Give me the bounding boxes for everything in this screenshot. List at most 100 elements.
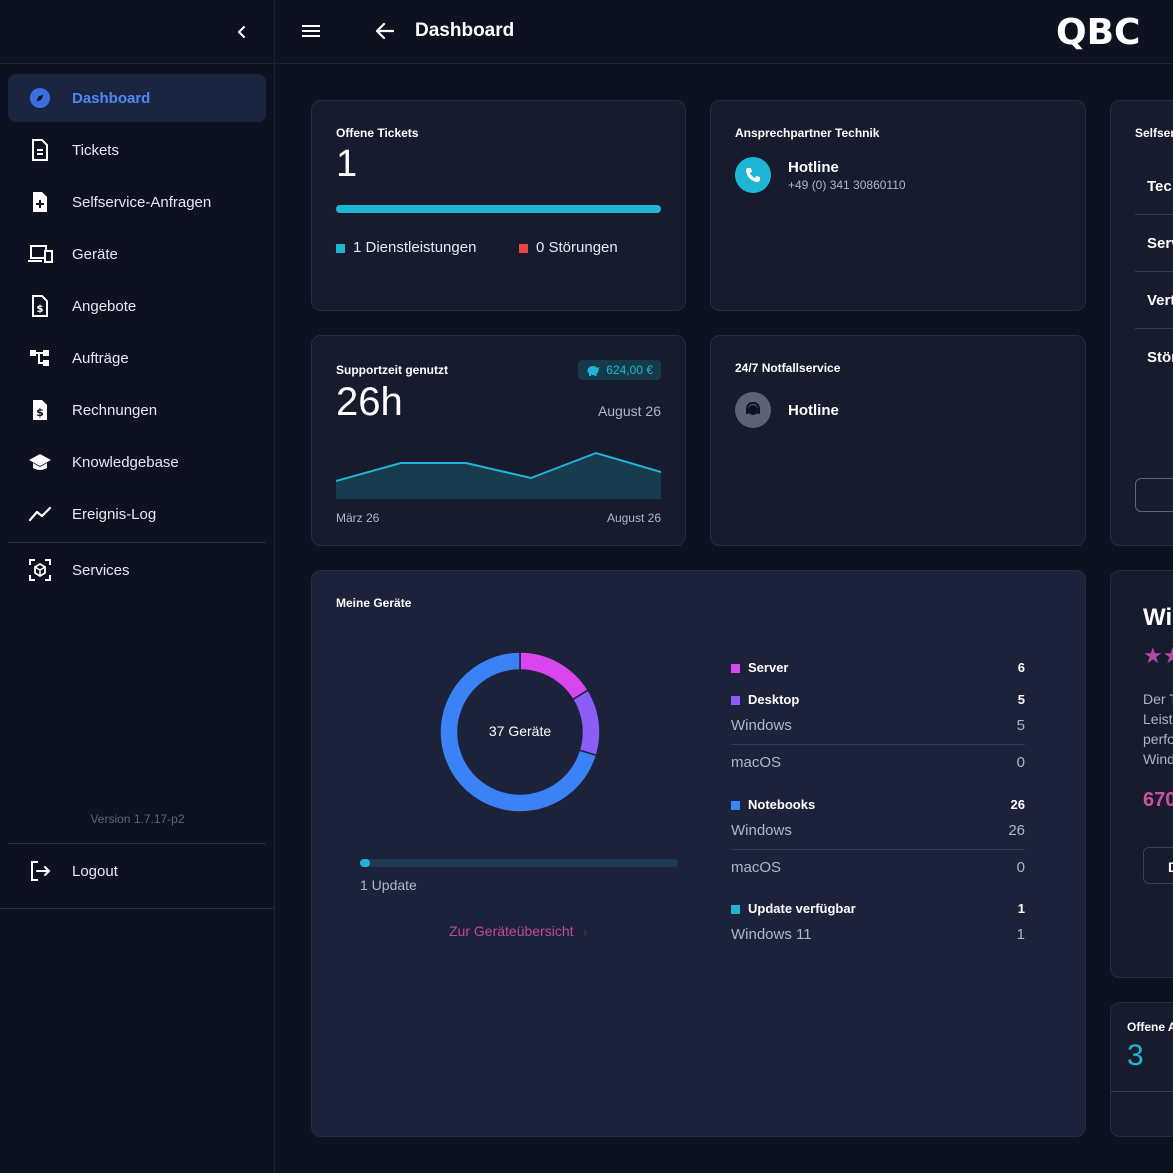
legend-square [519, 243, 528, 253]
sidebar-item-devices[interactable]: Geräte [8, 230, 266, 278]
sidebar-item-tickets[interactable]: Tickets [8, 126, 266, 174]
os-row-value: 0 [1016, 754, 1025, 771]
sidebar-divider [8, 843, 266, 844]
donut-segment-desktop[interactable] [571, 689, 601, 757]
open-offers-card[interactable]: Offene A 3 [1110, 1002, 1173, 1137]
group-count: 5 [1017, 692, 1025, 707]
promo-text-line: Der T [1143, 691, 1173, 707]
legend-square [731, 905, 740, 915]
sidebar-item-label: Angebote [72, 297, 137, 315]
support-sparkline [336, 451, 661, 499]
update-progress-fill [360, 859, 370, 867]
devices-overview-link[interactable]: Zur Geräteübersicht › [449, 923, 587, 939]
menu-button[interactable] [300, 20, 324, 44]
selfservice-item[interactable]: Stör [1147, 349, 1173, 366]
sidebar-item-label: Rechnungen [72, 401, 158, 419]
os-row-label: Windows [731, 717, 792, 734]
group-name: Server [748, 660, 789, 675]
tickets-progress-fill [336, 205, 661, 213]
devices-icon [28, 245, 53, 263]
donut-segment-notebooks[interactable] [439, 651, 598, 813]
selfservice-item[interactable]: Vert [1147, 292, 1173, 309]
divider [1135, 328, 1173, 329]
card-title: Offene Tickets [336, 126, 419, 140]
sidebar-item-label: Dashboard [72, 89, 151, 107]
open-tickets-card[interactable]: Offene Tickets 1 1 Dienstleistungen 0 St… [311, 100, 686, 311]
donut-segment-server[interactable] [519, 651, 590, 701]
legend-incidents-label: 0 Störungen [536, 239, 618, 256]
headset-icon [746, 401, 760, 415]
contact-card: Ansprechpartner Technik Hotline +49 (0) … [710, 100, 1086, 311]
trend-line-icon [28, 506, 52, 522]
sparkline-start-label: März 26 [336, 511, 380, 525]
sidebar-item-services[interactable]: Services [8, 546, 266, 594]
card-title: Ansprechpartner Technik [735, 126, 880, 140]
sidebar-item-label: Services [72, 561, 130, 579]
devices-donut-chart: 37 Geräte [439, 651, 601, 813]
selfservice-item[interactable]: Serv [1147, 235, 1173, 252]
sidebar-item-offers[interactable]: $ Angebote [8, 282, 266, 330]
os-row-label: Windows 11 [731, 926, 812, 943]
emergency-name: Hotline [788, 402, 839, 419]
compass-icon [30, 88, 50, 108]
document-icon [32, 139, 48, 161]
emergency-card: 24/7 Notfallservice Hotline [710, 335, 1086, 546]
contact-phone[interactable]: +49 (0) 341 30860110 [788, 178, 906, 192]
invoice-icon: $ [33, 400, 47, 420]
group-count: 26 [1010, 797, 1025, 812]
selfservice-item[interactable]: Tec [1147, 178, 1172, 195]
hierarchy-icon [30, 350, 49, 366]
card-title: Offene A [1127, 1020, 1173, 1034]
tickets-progress-track [336, 205, 661, 213]
qbc-logo[interactable]: QBC [1056, 12, 1140, 57]
file-dollar-icon: $ [32, 295, 48, 317]
group-name: Update verfügbar [748, 901, 856, 916]
page-title: Dashboard [415, 20, 515, 41]
cost-badge-label: 624,00 € [606, 363, 653, 377]
my-devices-card: Meine Geräte 37 Geräte 1 Update Zur Gerä… [311, 570, 1086, 1137]
sidebar: Dashboard Tickets Selfservice-Anfragen G… [0, 0, 275, 1173]
sidebar-item-orders[interactable]: Aufträge [8, 334, 266, 382]
legend-services: 1 Dienstleistungen [336, 239, 476, 256]
back-button[interactable] [374, 20, 398, 44]
os-row-label: macOS [731, 754, 782, 771]
sparkline-line [336, 451, 661, 482]
sidebar-item-label: Ereignis-Log [72, 505, 157, 523]
divider [731, 744, 1025, 745]
divider [1135, 271, 1173, 272]
promo-text-line: Wind [1143, 751, 1173, 767]
os-row-value: 5 [1016, 717, 1025, 734]
card-title: Selfser [1135, 126, 1173, 140]
support-time-card[interactable]: Supportzeit genutzt 624,00 € 26h August … [311, 335, 686, 546]
group-update-available: Update verfügbar [731, 901, 856, 916]
sidebar-item-label: Aufträge [72, 349, 129, 367]
collapse-sidebar-button[interactable] [230, 20, 254, 44]
legend-square [336, 243, 345, 253]
promo-button[interactable]: D [1143, 847, 1173, 884]
phone-button[interactable] [735, 157, 771, 193]
sidebar-item-knowledgebase[interactable]: Knowledgebase [8, 438, 266, 486]
cube-scan-icon [29, 559, 51, 581]
legend-square [731, 664, 740, 674]
sidebar-item-selfservice[interactable]: Selfservice-Anfragen [8, 178, 266, 226]
logout-button[interactable]: Logout [8, 847, 266, 895]
promo-text-line: perfo [1143, 731, 1173, 747]
group-name: Notebooks [748, 797, 816, 812]
sidebar-divider [0, 908, 275, 909]
graduation-cap-icon [29, 454, 51, 470]
sparkline-area [336, 453, 661, 499]
headset-button[interactable] [735, 392, 771, 428]
group-count: 6 [1017, 660, 1025, 675]
sidebar-item-eventlog[interactable]: Ereignis-Log [8, 490, 266, 538]
update-progress-track [360, 859, 678, 867]
logo-text: QBC [1056, 12, 1140, 52]
sidebar-item-label: Tickets [72, 141, 119, 159]
selfservice-button[interactable] [1135, 478, 1173, 512]
card-title: Meine Geräte [336, 596, 412, 610]
legend-incidents: 0 Störungen [519, 239, 618, 256]
divider [1111, 1091, 1173, 1092]
phone-icon [746, 168, 760, 182]
promo-card: Wi ★★ Der T Leist perfo Wind 670 D [1110, 570, 1173, 978]
sidebar-item-dashboard[interactable]: Dashboard [8, 74, 266, 122]
sidebar-item-invoices[interactable]: $ Rechnungen [8, 386, 266, 434]
